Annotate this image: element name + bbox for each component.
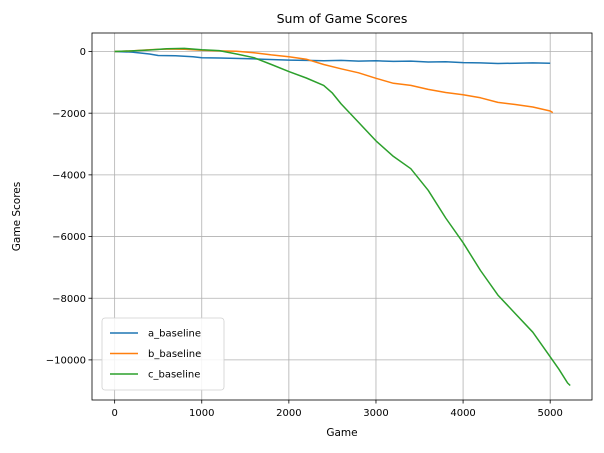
x-tick-label: 2000 (276, 408, 301, 419)
axis-ticks: 0 1000 2000 3000 4000 5000 0 −2000 −4000 −6000 −80… (46, 47, 563, 419)
y-tick-label: −8000 (52, 294, 86, 305)
plot-area-frame (91, 32, 593, 401)
x-tick-label: 1000 (189, 408, 214, 419)
x-axis-title: Game (326, 427, 357, 439)
x-tick-label: 4000 (450, 408, 475, 419)
y-axis-title: Game Scores (11, 182, 23, 251)
y-tick-label: −10000 (46, 356, 86, 367)
x-tick-label: 3000 (363, 408, 388, 419)
legend-label-b-baseline: b_baseline (148, 349, 201, 360)
series-lines (114, 47, 571, 387)
x-tick-label: 0 (111, 408, 117, 419)
series-line-a-baseline (114, 50, 551, 65)
x-tick-label: 5000 (537, 408, 562, 419)
chart-title: Sum of Game Scores (277, 11, 408, 26)
series-line-b-baseline (114, 48, 554, 114)
legend: a_baseline b_baseline c_baseline (101, 317, 225, 391)
y-tick-label: −6000 (52, 232, 86, 243)
y-tick-label: −2000 (52, 109, 86, 120)
legend-label-c-baseline: c_baseline (148, 370, 200, 381)
legend-box (101, 317, 225, 391)
y-tick-label: −4000 (52, 170, 86, 181)
legend-label-a-baseline: a_baseline (148, 329, 201, 340)
series-line-c-baseline (114, 47, 571, 387)
y-tick-label: 0 (80, 47, 86, 58)
